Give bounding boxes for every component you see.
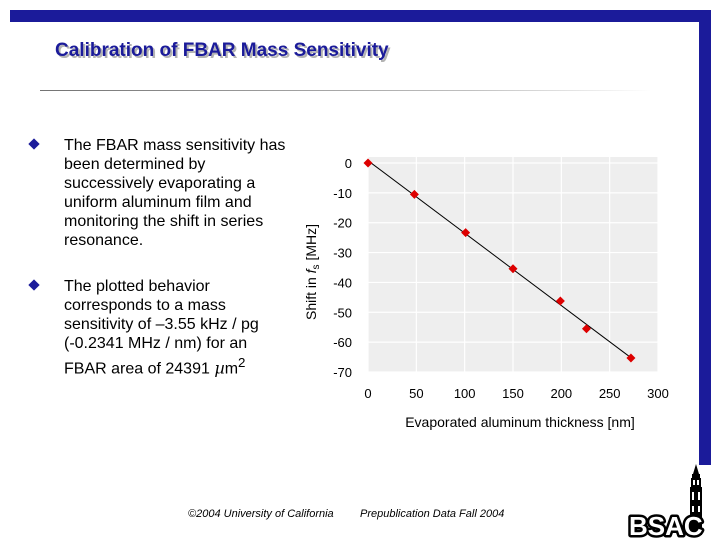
top-frame-bar: [10, 10, 710, 22]
footer-note: Prepublication Data Fall 2004: [360, 508, 505, 520]
logo-text-outline: BSAC: [629, 511, 703, 538]
bullet-text-1: The FBAR mass sensitivity has been deter…: [64, 137, 286, 249]
x-tick-label: 50: [409, 386, 423, 401]
data-point: [461, 228, 471, 238]
slide-title-shadow: Calibration of FBAR Mass Sensitivity: [57, 42, 391, 63]
y-tick-label: -50: [333, 305, 352, 320]
y-axis-label-part-2: s: [311, 264, 322, 269]
data-point: [363, 158, 373, 168]
y-axis-label-part-1: f: [303, 267, 319, 273]
y-tick-label: 0: [345, 156, 352, 171]
x-tick-label: 200: [550, 386, 572, 401]
unit-rest: m: [224, 360, 239, 378]
data-point: [409, 189, 419, 199]
unit-symbol: µ: [214, 358, 225, 378]
x-tick-label: 100: [454, 386, 476, 401]
x-tick-label: 300: [647, 386, 669, 401]
x-tick-label: 0: [364, 386, 371, 401]
y-axis-label: Shift in fs [MHz]: [303, 224, 322, 320]
data-point: [581, 324, 591, 334]
y-tick-label: -70: [333, 365, 352, 380]
x-tick-label: 250: [599, 386, 621, 401]
campanile-tower-icon: [690, 464, 702, 535]
data-point: [508, 264, 518, 274]
y-tick-label: -10: [333, 186, 352, 201]
bullet-text-2-body: The plotted behavior corresponds to a ma…: [64, 278, 259, 378]
bsac-logo-graphic: BSAC BSAC: [627, 464, 705, 543]
slide-title: Calibration of FBAR Mass Sensitivity Cal…: [55, 40, 391, 63]
footer-copyright: ©2004 University of California: [188, 508, 334, 520]
data-point: [555, 296, 565, 306]
data-point: [626, 353, 636, 363]
x-axis-label: Evaporated aluminum thickness [nm]: [405, 414, 635, 430]
y-tick-label: -40: [333, 275, 352, 290]
y-tick-label: -20: [333, 216, 352, 231]
bsac-logo: BSAC BSAC: [627, 462, 718, 543]
slide-title-text: Calibration of FBAR Mass Sensitivity: [55, 40, 389, 61]
y-axis-label-part-0: Shift in: [303, 273, 319, 320]
y-axis-label-part-3: [MHz]: [303, 224, 319, 264]
x-tick-label: 150: [502, 386, 524, 401]
title-divider: [40, 90, 652, 91]
y-tick-label: -60: [333, 335, 352, 350]
y-tick-label: -30: [333, 246, 352, 261]
unit-exponent: 2: [238, 355, 246, 370]
bullet-text-2: The plotted behavior corresponds to a ma…: [64, 277, 280, 378]
logo-text: BSAC: [629, 511, 703, 538]
right-frame-bar: [699, 10, 711, 465]
